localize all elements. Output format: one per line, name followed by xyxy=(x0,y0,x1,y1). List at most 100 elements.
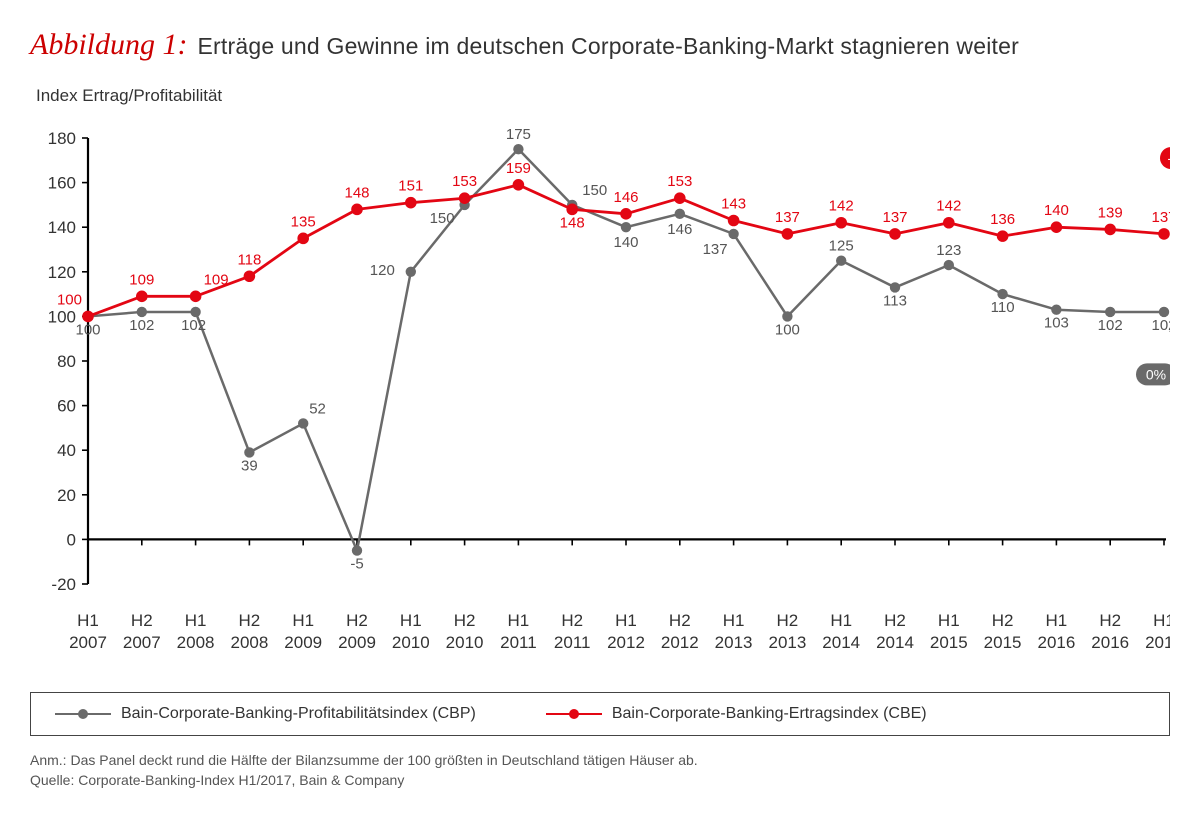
svg-text:150: 150 xyxy=(582,182,607,199)
figure-label: Abbildung 1: xyxy=(30,28,188,62)
svg-text:142: 142 xyxy=(936,198,961,215)
svg-text:150: 150 xyxy=(430,210,455,227)
svg-text:80: 80 xyxy=(57,352,76,371)
svg-text:102: 102 xyxy=(181,317,206,334)
svg-text:H1: H1 xyxy=(185,611,207,630)
svg-text:H1: H1 xyxy=(830,611,852,630)
svg-text:2008: 2008 xyxy=(177,633,215,652)
line-chart: -20020406080100120140160180H12007H22007H… xyxy=(30,124,1170,664)
svg-text:2013: 2013 xyxy=(715,633,753,652)
chart-container: -20020406080100120140160180H12007H22007H… xyxy=(30,124,1170,664)
svg-text:2015: 2015 xyxy=(984,633,1022,652)
svg-text:142: 142 xyxy=(829,198,854,215)
svg-text:160: 160 xyxy=(48,174,76,193)
svg-text:2009: 2009 xyxy=(338,633,376,652)
legend-swatch xyxy=(546,713,602,716)
svg-text:120: 120 xyxy=(370,262,395,279)
svg-text:2012: 2012 xyxy=(661,633,699,652)
svg-text:H1: H1 xyxy=(400,611,422,630)
svg-text:2008: 2008 xyxy=(230,633,268,652)
y-axis-title: Index Ertrag/Profitabilität xyxy=(36,86,1170,106)
footnote-note: Anm.: Das Panel deckt rund die Hälfte de… xyxy=(30,750,1170,770)
svg-text:2014: 2014 xyxy=(876,633,914,652)
svg-text:52: 52 xyxy=(309,400,326,417)
svg-text:103: 103 xyxy=(1044,315,1069,332)
legend-swatch xyxy=(55,713,111,716)
svg-text:175: 175 xyxy=(506,126,531,143)
svg-text:H2: H2 xyxy=(131,611,153,630)
svg-text:100: 100 xyxy=(57,291,82,308)
svg-text:2017: 2017 xyxy=(1145,633,1170,652)
svg-text:2014: 2014 xyxy=(822,633,860,652)
svg-text:109: 109 xyxy=(129,271,154,288)
svg-text:120: 120 xyxy=(48,263,76,282)
svg-text:137: 137 xyxy=(882,209,907,226)
svg-text:0: 0 xyxy=(67,530,76,549)
svg-text:H2: H2 xyxy=(346,611,368,630)
svg-text:20: 20 xyxy=(57,486,76,505)
svg-text:H2: H2 xyxy=(454,611,476,630)
svg-text:135: 135 xyxy=(291,213,316,230)
svg-text:H1: H1 xyxy=(615,611,637,630)
svg-text:148: 148 xyxy=(344,184,369,201)
svg-text:102: 102 xyxy=(129,317,154,334)
svg-text:2016: 2016 xyxy=(1091,633,1129,652)
svg-text:153: 153 xyxy=(667,173,692,190)
svg-text:159: 159 xyxy=(506,160,531,177)
svg-text:140: 140 xyxy=(1044,202,1069,219)
svg-text:2010: 2010 xyxy=(446,633,484,652)
svg-text:2007: 2007 xyxy=(69,633,107,652)
svg-text:H1: H1 xyxy=(938,611,960,630)
svg-text:143: 143 xyxy=(721,196,746,213)
footnote-source: Quelle: Corporate-Banking-Index H1/2017,… xyxy=(30,770,1170,790)
svg-text:H1: H1 xyxy=(77,611,99,630)
svg-text:2015: 2015 xyxy=(930,633,968,652)
svg-text:151: 151 xyxy=(398,178,423,195)
svg-text:140: 140 xyxy=(48,218,76,237)
svg-text:102: 102 xyxy=(1098,317,1123,334)
svg-text:113: 113 xyxy=(883,292,907,309)
svg-text:60: 60 xyxy=(57,397,76,416)
svg-text:118: 118 xyxy=(237,251,261,268)
svg-text:137: 137 xyxy=(703,241,728,258)
svg-text:2010: 2010 xyxy=(392,633,430,652)
svg-text:H1: H1 xyxy=(508,611,530,630)
svg-text:2016: 2016 xyxy=(1037,633,1075,652)
title-row: Abbildung 1: Erträge und Gewinne im deut… xyxy=(30,28,1170,62)
svg-text:146: 146 xyxy=(667,221,692,238)
svg-text:H1: H1 xyxy=(1153,611,1170,630)
svg-text:-5: -5 xyxy=(350,556,363,573)
svg-text:H2: H2 xyxy=(239,611,261,630)
legend-label: Bain-Corporate-Banking-Profitabilitätsin… xyxy=(121,705,476,723)
svg-text:39: 39 xyxy=(241,457,258,474)
svg-text:148: 148 xyxy=(560,214,585,231)
svg-text:110: 110 xyxy=(991,299,1015,316)
svg-text:2013: 2013 xyxy=(768,633,806,652)
svg-text:137: 137 xyxy=(775,209,800,226)
svg-text:139: 139 xyxy=(1098,204,1123,221)
svg-text:153: 153 xyxy=(452,173,477,190)
svg-text:0%: 0% xyxy=(1146,366,1166,382)
svg-text:109: 109 xyxy=(204,271,229,288)
svg-text:H2: H2 xyxy=(1099,611,1121,630)
svg-text:H1: H1 xyxy=(1046,611,1068,630)
legend-label: Bain-Corporate-Banking-Ertragsindex (CBE… xyxy=(612,705,927,723)
svg-text:100: 100 xyxy=(775,321,800,338)
svg-text:140: 140 xyxy=(613,234,638,251)
svg-text:40: 40 xyxy=(57,441,76,460)
svg-text:136: 136 xyxy=(990,211,1015,228)
svg-text:H1: H1 xyxy=(723,611,745,630)
svg-text:125: 125 xyxy=(829,238,854,255)
svg-text:H2: H2 xyxy=(669,611,691,630)
svg-text:-20: -20 xyxy=(51,575,76,594)
legend-item-cbe: Bain-Corporate-Banking-Ertragsindex (CBE… xyxy=(546,705,927,723)
svg-text:102: 102 xyxy=(1151,317,1170,334)
svg-text:H1: H1 xyxy=(292,611,314,630)
svg-text:H2: H2 xyxy=(884,611,906,630)
svg-text:H2: H2 xyxy=(561,611,583,630)
svg-text:H2: H2 xyxy=(992,611,1014,630)
svg-text:180: 180 xyxy=(48,129,76,148)
svg-text:2011: 2011 xyxy=(500,633,537,652)
figure-title: Erträge und Gewinne im deutschen Corpora… xyxy=(198,33,1019,60)
svg-text:2009: 2009 xyxy=(284,633,322,652)
